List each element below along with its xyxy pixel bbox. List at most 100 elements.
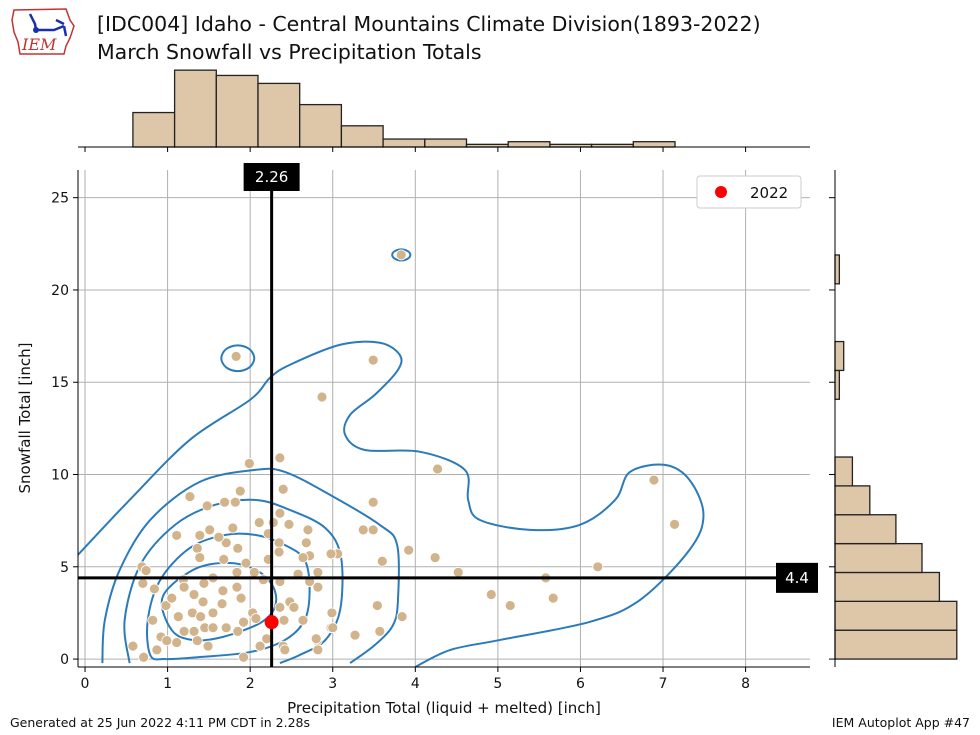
- scatter-point: [230, 350, 242, 362]
- scatter-point: [201, 500, 213, 512]
- scatter-point: [297, 552, 309, 563]
- scatter-point: [278, 614, 290, 626]
- scatter-point: [138, 651, 150, 663]
- scatter-point: [137, 577, 149, 589]
- legend-marker-2022: [715, 186, 727, 198]
- scatter-point: [374, 625, 386, 637]
- scatter-point: [297, 614, 309, 626]
- top-hist-bar: [257, 82, 301, 148]
- x-tick-label: 7: [659, 676, 668, 692]
- y-tick-label: 25: [51, 191, 69, 207]
- ref-y-label-box: [776, 562, 818, 593]
- scatter-point: [220, 537, 232, 549]
- y-axis-label: Snowfall Total [inch]: [16, 343, 34, 494]
- scatter-points: [127, 249, 680, 663]
- scatter-point: [204, 524, 216, 536]
- scatter-point: [227, 522, 239, 534]
- kde-contour: [78, 340, 705, 667]
- scatter-point: [312, 566, 324, 578]
- scatter-point: [274, 452, 286, 464]
- scatter-point: [231, 566, 243, 578]
- scatter-point: [547, 592, 559, 604]
- scatter-point: [229, 496, 241, 508]
- right-hist-bar: [834, 254, 840, 285]
- y-tick-label: 10: [51, 468, 69, 484]
- scatter-point: [248, 566, 260, 578]
- legend: 2022: [696, 175, 802, 209]
- right-hist-bar: [834, 485, 871, 516]
- scatter-point: [312, 644, 324, 656]
- top-hist-bar: [382, 138, 426, 148]
- x-tick-label: 4: [411, 676, 420, 692]
- scatter-point: [207, 607, 219, 619]
- scatter-point: [202, 640, 214, 652]
- right-hist-bar: [834, 629, 958, 660]
- scatter-point: [504, 600, 516, 611]
- scatter-point: [403, 544, 415, 556]
- scatter-point: [171, 530, 183, 541]
- scatter-point: [326, 607, 338, 619]
- highlight-point-2022: [264, 615, 279, 630]
- scatter-point: [250, 613, 262, 624]
- scatter-point: [231, 581, 243, 593]
- scatter-point: [310, 633, 322, 645]
- scatter-point: [194, 530, 206, 541]
- x-tick-label: 3: [328, 676, 337, 692]
- x-tick-label: 2: [246, 676, 255, 692]
- scatter-point: [151, 644, 163, 656]
- x-tick-label: 5: [493, 676, 502, 692]
- scatter-point: [283, 518, 295, 530]
- scatter-point: [184, 491, 196, 503]
- top-hist-bar: [173, 69, 217, 148]
- scatter-point: [147, 614, 159, 626]
- scatter-point: [395, 249, 407, 261]
- x-axis-label: Precipitation Total (liquid + melted) [i…: [287, 699, 601, 717]
- scatter-point: [191, 542, 203, 554]
- kde-contour: [101, 467, 400, 664]
- scatter-point: [195, 611, 207, 623]
- scatter-point: [232, 625, 244, 637]
- axes: 0 1 2 3 4 5 6 7 8 0 5 10 15 20 25: [51, 146, 836, 692]
- chart-title-line1: [IDC004] Idaho - Central Mountains Clima…: [97, 12, 761, 36]
- scatter-point: [274, 601, 286, 613]
- scatter-point: [274, 507, 286, 519]
- kde-contours: [78, 248, 705, 667]
- scatter-point: [257, 574, 269, 586]
- y-tick-label: 0: [60, 652, 69, 668]
- footer-generated: Generated at 25 Jun 2022 4:11 PM CDT in …: [10, 715, 311, 730]
- scatter-point: [592, 561, 604, 573]
- scatter-point: [232, 542, 244, 554]
- scatter-point: [243, 458, 255, 469]
- top-hist-bar: [632, 141, 676, 148]
- scatter-point: [194, 552, 206, 563]
- scatter-point: [371, 600, 383, 611]
- scatter-point: [140, 565, 152, 576]
- scatter-point: [127, 640, 139, 652]
- x-tick-label: 6: [576, 676, 585, 692]
- logo-text: IEM: [21, 35, 57, 54]
- scatter-point: [429, 552, 441, 563]
- scatter-point: [357, 524, 369, 536]
- scatter-point: [669, 518, 680, 530]
- footer-app: IEM Autoplot App #47: [831, 715, 970, 730]
- scatter-point: [648, 474, 660, 486]
- right-hist-bar: [834, 369, 840, 400]
- reference-lines: 2.26 4.4: [78, 163, 818, 667]
- scatter-point: [161, 635, 173, 647]
- scatter-point: [238, 651, 249, 663]
- ref-x-label-box: [243, 163, 300, 191]
- scatter-point: [178, 625, 190, 637]
- scatter-point: [191, 635, 203, 647]
- top-hist-bar: [132, 111, 176, 148]
- scatter-point: [207, 622, 219, 634]
- scatter-point: [188, 625, 200, 637]
- scatter-point: [218, 554, 230, 565]
- scatter-point: [254, 640, 266, 652]
- scatter-point: [288, 601, 300, 613]
- right-hist-bar: [834, 340, 845, 372]
- ref-x-label: 2.26: [255, 168, 288, 186]
- scatter-point: [273, 537, 285, 549]
- scatter-point: [197, 596, 209, 608]
- right-hist-bar: [834, 571, 941, 602]
